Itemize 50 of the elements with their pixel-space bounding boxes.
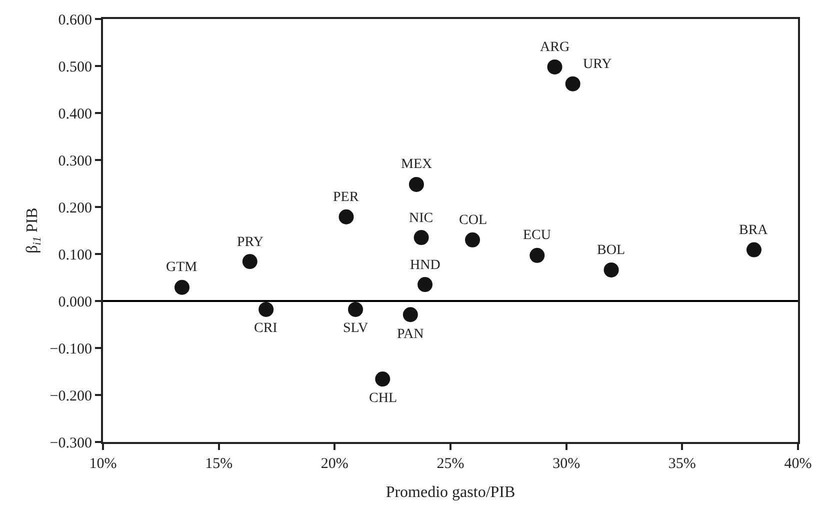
x-tick-label: 40%: [784, 456, 812, 472]
annotation: PRY: [237, 235, 264, 250]
annotation: CHL: [369, 391, 397, 406]
point: [465, 232, 480, 248]
x-tick-label: 30%: [552, 456, 580, 472]
y-tick-label: 0.200: [58, 200, 92, 216]
annotation: ARG: [540, 40, 570, 55]
x-tick-label: 20%: [320, 456, 348, 472]
point: [258, 302, 274, 317]
annotation: NIC: [409, 211, 434, 226]
annotation: SLV: [343, 321, 368, 336]
y-tick-label: 0.500: [58, 59, 92, 76]
y-tick-label: −0.300: [50, 435, 92, 452]
annotation: CRI: [254, 321, 278, 336]
annotation: GTM: [166, 260, 198, 275]
point: [408, 176, 424, 192]
annotation: BOL: [597, 243, 625, 258]
y-tick-label: 0.300: [58, 153, 92, 170]
point: [530, 248, 545, 263]
annotation: HND: [410, 258, 440, 273]
x-tick-label: 10%: [89, 456, 117, 472]
point: [414, 230, 429, 246]
annotation: URY: [583, 57, 612, 72]
y-tick-label: −0.100: [50, 341, 92, 358]
annotation: PAN: [397, 327, 424, 342]
annotation: COL: [459, 213, 487, 228]
x-tick-label: 25%: [436, 456, 464, 472]
y-tick-label: 0.100: [58, 247, 92, 264]
point: [242, 254, 258, 270]
y-tick-label: 0.000: [58, 294, 92, 310]
annotation: MEX: [401, 157, 432, 172]
point: [348, 302, 364, 317]
point: [604, 262, 619, 278]
x-axis-title: Promedio gasto/PIB: [386, 484, 516, 502]
annotation: PER: [333, 190, 360, 205]
x-tick-label: 35%: [668, 456, 696, 472]
point: [338, 209, 354, 224]
y-tick-label: 0.400: [58, 106, 92, 122]
annotation: BRA: [739, 223, 769, 238]
y-tick-label: −0.200: [50, 388, 92, 404]
point: [375, 372, 390, 387]
point: [746, 242, 762, 258]
x-tick-label: 15%: [205, 456, 233, 472]
annotation: ECU: [523, 228, 551, 243]
y-tick-label: 0.600: [58, 12, 92, 28]
point: [402, 307, 418, 322]
point: [547, 59, 562, 74]
point: [174, 280, 190, 295]
point: [418, 277, 433, 292]
point: [565, 76, 580, 92]
